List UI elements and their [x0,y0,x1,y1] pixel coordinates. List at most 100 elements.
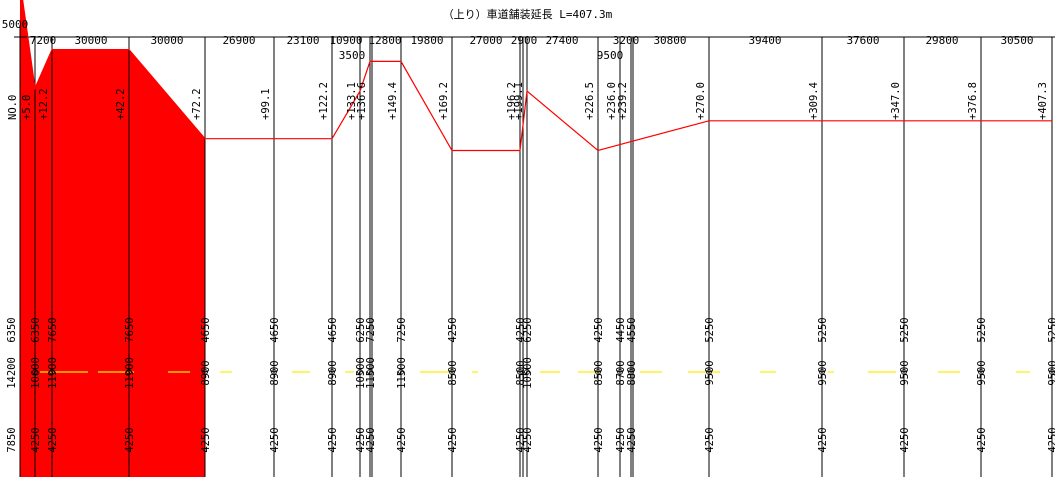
width-value-bottom: 4250 [515,427,527,452]
spacing-label: 27400 [545,34,578,47]
station-label: +226.5 [584,82,596,120]
width-value-top: 4650 [327,317,339,342]
width-value-top: 4250 [515,317,527,342]
station-point-marker [517,369,523,375]
station-label: +196.2 [506,82,518,120]
station-point-marker [901,369,907,375]
width-value-mid: 8500 [593,360,605,385]
width-value-bottom: 4250 [327,427,339,452]
station-point-marker [271,369,277,375]
width-value-mid: 10500 [355,357,367,389]
width-value-top: 4650 [200,317,212,342]
station-point-marker [329,369,335,375]
width-value-bottom: 4250 [200,427,212,452]
station-point-marker [595,369,601,375]
drawing-title: （上り）車道舗装延長 L=407.3m [442,8,613,21]
width-value-bottom: 4250 [593,427,605,452]
width-value-mid: 9500 [817,360,829,385]
width-value-mid: 8500 [515,360,527,385]
width-value-mid: 14200 [6,357,18,389]
width-value-top: 5250 [704,317,716,342]
width-value-mid: 9500 [976,360,988,385]
station-point-marker [126,369,132,375]
width-value-mid: 9500 [1047,360,1055,385]
width-value-top: 4250 [593,317,605,342]
width-value-bottom: 4250 [899,427,911,452]
station-label: +270.0 [695,82,707,120]
width-value-mid: 8900 [327,360,339,385]
station-label: +99.1 [260,88,272,120]
spacing-label: 7200 [30,34,57,47]
station-point-marker [398,369,404,375]
width-value-mid: 8900 [200,360,212,385]
width-value-top: 7250 [365,317,377,342]
station-point-marker [367,369,373,375]
station-point-marker [32,369,38,375]
width-profile-line [22,0,1052,152]
width-value-top: 5250 [817,317,829,342]
station-label: +136.6 [356,82,368,120]
station-label: +5.0 [21,95,33,120]
spacing-label: 30000 [150,34,183,47]
station-label: +72.2 [191,88,203,120]
paved-area-fill [20,0,205,477]
width-value-bottom: 4250 [626,427,638,452]
spacing-label: 3200 [613,34,640,47]
station-point-marker [706,369,712,375]
station-label: +199.1 [513,82,525,120]
width-value-bottom: 4250 [704,427,716,452]
width-value-mid: 11900 [47,357,59,389]
spacing-label: 30800 [653,34,686,47]
spacing-label: 37600 [846,34,879,47]
width-value-top: 4250 [447,317,459,342]
width-value-top: 7650 [124,317,136,342]
station-label: +133.1 [346,82,358,120]
width-value-bottom: 4250 [355,427,367,452]
station-label: +122.2 [318,82,330,120]
station-label: +239.2 [617,82,629,120]
width-value-mid: 9500 [899,360,911,385]
width-value-bottom: 4250 [817,427,829,452]
width-value-bottom: 4250 [124,427,136,452]
width-value-mid: 8900 [269,360,281,385]
station-label: +236.0 [606,82,618,120]
width-value-top: 5250 [1047,317,1055,342]
station-point-marker [357,369,363,375]
width-value-mid: 8700 [615,360,627,385]
station-point-marker [628,369,634,375]
spacing-label: 12800 [368,34,401,47]
station-label: +347.0 [890,82,902,120]
width-value-top: 6250 [522,317,534,342]
width-value-mid: 11900 [124,357,136,389]
width-value-top: 5250 [899,317,911,342]
station-label: +42.2 [115,88,127,120]
station-point-marker [202,369,208,375]
station-point-marker [978,369,984,375]
width-value-mid: 10600 [30,357,42,389]
width-value-bottom: 4250 [522,427,534,452]
spacing-label: 29800 [925,34,958,47]
station-point-marker [449,369,455,375]
width-value-top: 5250 [976,317,988,342]
width-value-bottom: 4250 [365,427,377,452]
width-value-bottom: 4250 [976,427,988,452]
width-value-mid: 8800 [626,360,638,385]
width-value-mid: 8500 [447,360,459,385]
width-value-top: 7650 [47,317,59,342]
width-value-bottom: 4250 [447,427,459,452]
station-label: +169.2 [438,82,450,120]
station-label: +376.8 [967,82,979,120]
spacing-label: 27000 [469,34,502,47]
spacing-label: 9500 [597,49,624,62]
spacing-label: 10900 [329,34,362,47]
spacing-label: 30500 [1000,34,1033,47]
station-point-marker [524,369,530,375]
width-value-bottom: 4250 [396,427,408,452]
spacing-label: 2900 [511,34,538,47]
width-value-bottom: 4250 [1047,427,1055,452]
width-value-bottom: 7850 [6,427,18,452]
width-value-top: 4550 [626,317,638,342]
spacing-label: 26900 [222,34,255,47]
spacing-label: 30000 [74,34,107,47]
spacing-label: 23100 [286,34,319,47]
